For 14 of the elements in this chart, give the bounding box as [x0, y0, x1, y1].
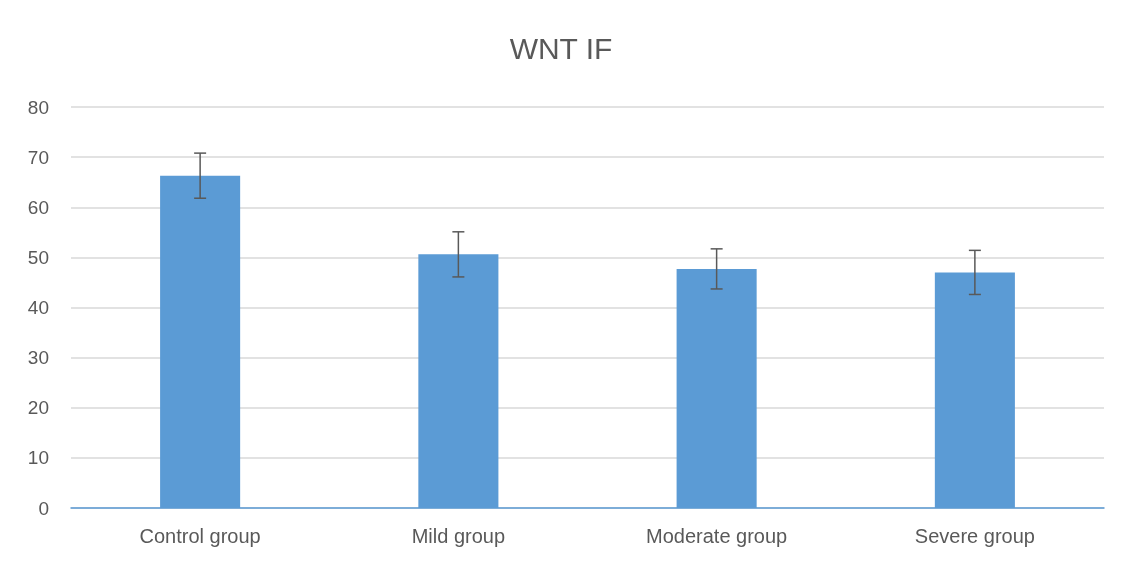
y-tick-label: 30 [27, 347, 49, 369]
x-tick-label: Severe group [914, 525, 1035, 547]
x-tick-label: Mild group [411, 525, 506, 547]
y-tick-label: 20 [27, 397, 49, 419]
x-tick-label: Moderate group [646, 525, 788, 547]
y-tick-label: 10 [27, 447, 49, 469]
y-tick-label: 80 [27, 96, 49, 118]
y-tick-label: 40 [27, 297, 49, 318]
y-tick-label: 70 [27, 146, 49, 168]
y-tick-label: 50 [27, 246, 49, 268]
y-tick-label: 60 [27, 196, 49, 218]
x-tick-label: Control group [139, 525, 261, 547]
y-tick-label: 0 [38, 497, 49, 519]
chart-title: WNT IF [509, 31, 613, 65]
